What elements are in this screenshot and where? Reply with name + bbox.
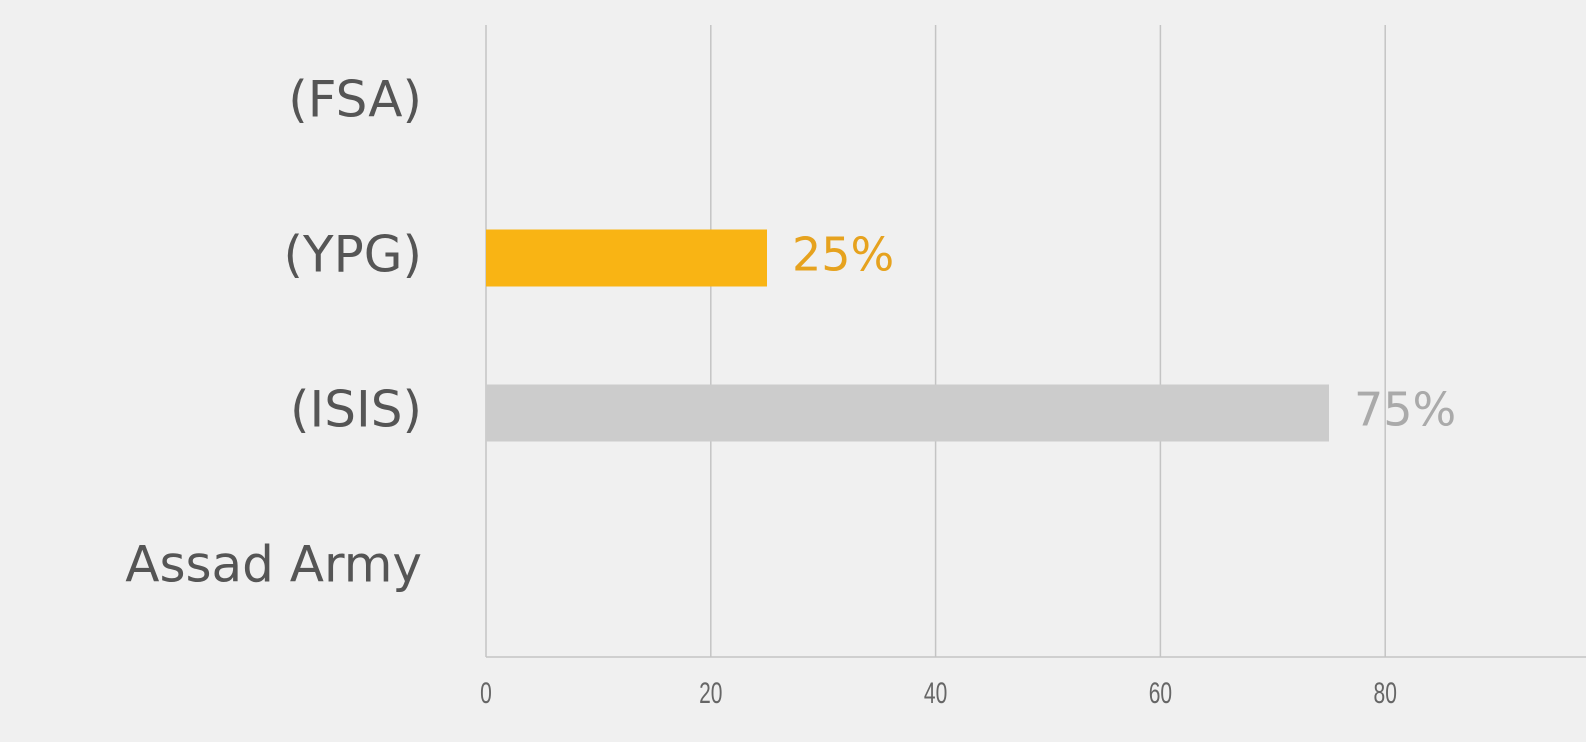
x-tick-label: 60	[1149, 677, 1172, 709]
x-tick-label: 20	[699, 677, 722, 709]
category-label: (YPG)	[284, 226, 422, 284]
category-label: (FSA)	[288, 71, 422, 129]
x-tick-label: 0	[480, 677, 492, 709]
value-label: 75%	[1354, 383, 1456, 437]
value-label: 25%	[792, 228, 894, 282]
x-tick-label: 40	[924, 677, 947, 709]
category-label: (ISIS)	[290, 381, 422, 439]
bar	[486, 384, 1329, 442]
bar	[486, 229, 767, 287]
category-label: Assad Army	[125, 536, 422, 594]
x-tick-label: 80	[1374, 677, 1397, 709]
